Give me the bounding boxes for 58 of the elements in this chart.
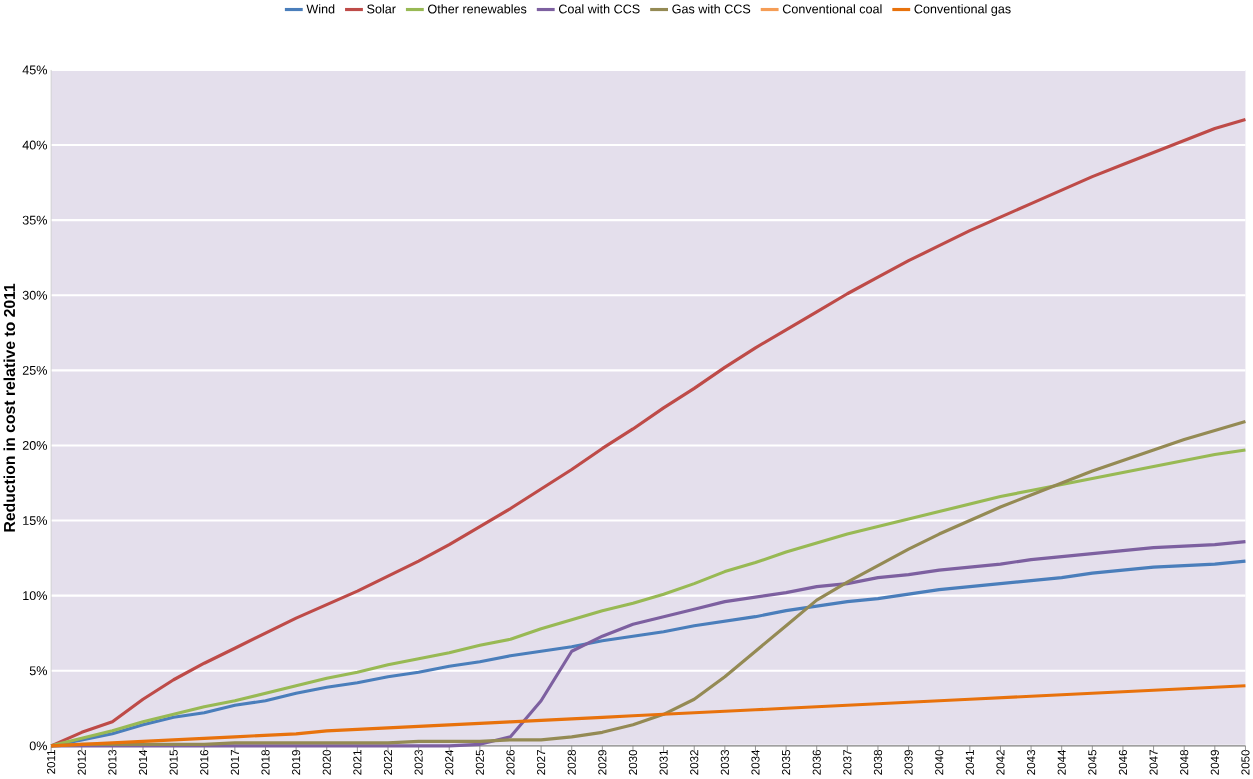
- x-tick-label: 2028: [567, 750, 576, 775]
- x-tick-label: 2015: [169, 750, 178, 775]
- x-tick-label: 2048: [1180, 750, 1189, 775]
- legend-label: Conventional gas: [914, 4, 1011, 17]
- x-tick-label: 2013: [108, 750, 117, 775]
- y-tick-label: 25%: [22, 366, 47, 375]
- y-tick-label: 45%: [22, 65, 47, 75]
- legend-label: Wind: [306, 4, 335, 14]
- x-tick-label: 2038: [873, 750, 883, 775]
- y-tick-label: 40%: [22, 140, 47, 150]
- y-tick-label: 35%: [22, 215, 47, 225]
- legend-label: Other renewables: [428, 4, 527, 14]
- legend-label: Coal with CCS: [558, 4, 640, 14]
- x-tick-label: 2043: [1026, 750, 1036, 775]
- x-tick-label: 2032: [690, 750, 699, 775]
- x-tick-label: 2047: [1149, 750, 1158, 775]
- x-tick-label: 2044: [1057, 750, 1066, 775]
- x-tick-label: 2033: [720, 750, 729, 775]
- x-tick-label: 2045: [1088, 750, 1097, 775]
- y-tick-label: 0%: [29, 741, 47, 751]
- x-tick-label: 2016: [200, 750, 209, 775]
- x-tick-label: 2041: [965, 750, 974, 775]
- x-tick-label: 2035: [782, 750, 791, 775]
- x-tick-label: 2030: [628, 750, 638, 775]
- y-tick-label: 15%: [23, 516, 47, 526]
- y-tick-label: 30%: [22, 290, 47, 300]
- x-tick-label: 2011: [47, 750, 56, 774]
- legend-label: Gas with CCS: [672, 4, 751, 14]
- x-tick-label: 2018: [261, 750, 270, 775]
- legend-label: Solar: [367, 4, 396, 14]
- y-tick-label: 10%: [23, 591, 47, 601]
- x-tick-label: 2021: [353, 750, 362, 775]
- y-tick-label: 20%: [22, 441, 47, 451]
- x-tick-label: 2029: [598, 750, 607, 775]
- x-tick-label: 2050: [1241, 750, 1250, 775]
- x-tick-label: 2022: [383, 750, 393, 775]
- x-tick-label: 2012: [77, 750, 86, 775]
- x-tick-label: 2042: [996, 750, 1005, 775]
- x-tick-label: 2046: [1118, 750, 1128, 775]
- x-tick-label: 2036: [812, 750, 821, 775]
- y-tick-label: 5%: [29, 666, 47, 676]
- x-tick-label: 2025: [475, 750, 484, 775]
- x-tick-label: 2014: [138, 750, 148, 775]
- x-tick-label: 2026: [506, 750, 515, 775]
- x-tick-label: 2031: [659, 750, 668, 775]
- x-tick-label: 2039: [904, 750, 913, 775]
- x-tick-label: 2027: [537, 750, 546, 775]
- x-tick-label: 2040: [935, 750, 944, 775]
- x-tick-label: 2017: [230, 750, 239, 775]
- y-axis-title: Reduction in cost relative to 2011: [3, 283, 16, 532]
- legend-label: Conventional coal: [782, 4, 882, 14]
- x-tick-label: 2037: [843, 750, 852, 775]
- x-tick-label: 2023: [414, 750, 423, 775]
- x-tick-label: 2019: [292, 750, 301, 775]
- x-tick-label: 2020: [322, 750, 331, 775]
- x-tick-label: 2034: [751, 750, 760, 775]
- x-tick-label: 2049: [1210, 750, 1219, 775]
- x-tick-label: 2024: [445, 750, 454, 775]
